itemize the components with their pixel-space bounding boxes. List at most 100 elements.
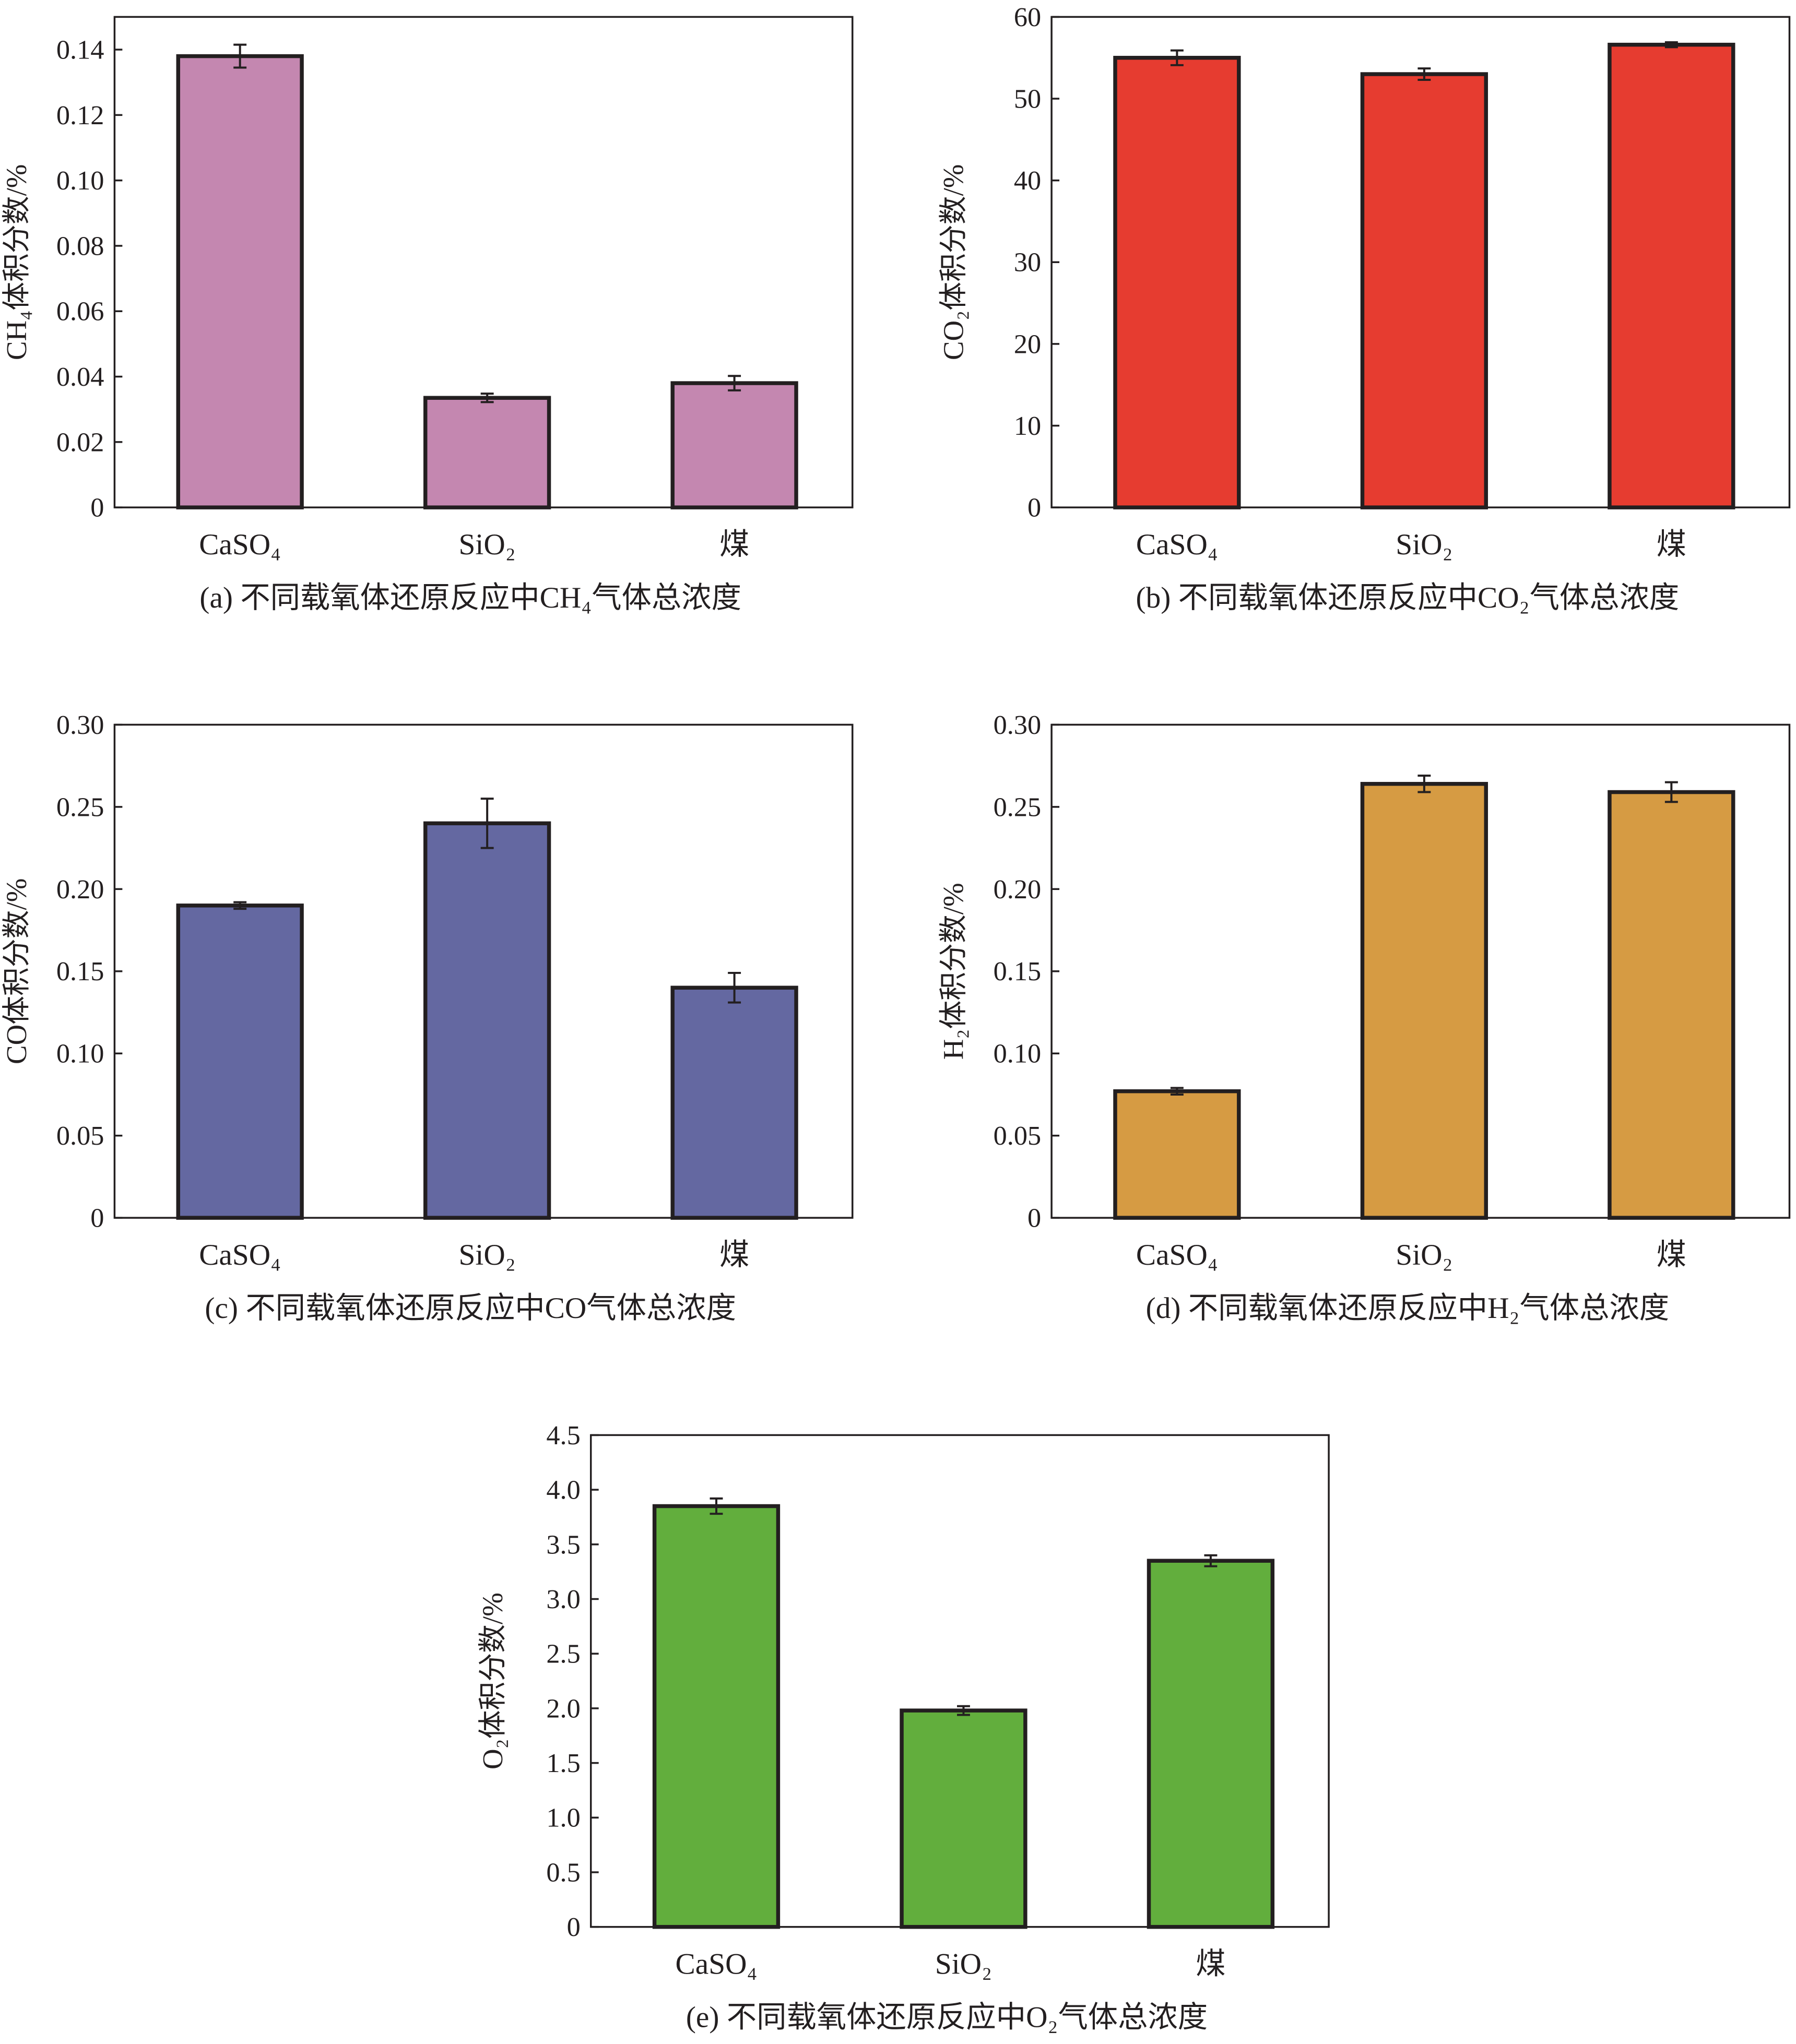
y-tick-label: 0.02: [56, 427, 104, 457]
chart-panel-b: 0 10 20 30 40 50 60 CaSO₄ SiO₂ 煤 CO₂体积分数/% (b) 不同载氧…: [938, 2, 1791, 614]
y-tick-label: 0.5: [546, 1857, 580, 1887]
y-axis-label: CO₂体积分数/%: [938, 164, 970, 360]
y-tick-label: 20: [1014, 329, 1041, 359]
error-bar-0: [233, 43, 247, 69]
x-tick-label: CaSO₄: [199, 1239, 281, 1271]
x-tick-label: 煤: [1657, 1239, 1686, 1271]
x-tick-label: CaSO₄: [199, 528, 281, 561]
x-tick-label: 煤: [1657, 528, 1686, 561]
error-bar-1: [480, 798, 494, 849]
panel-caption: (e) 不同载氧体还原反应中O₂气体总浓度: [686, 2001, 1208, 2034]
y-tick-label: 0.05: [56, 1121, 104, 1151]
y-tick-label: 60: [1014, 2, 1041, 32]
y-tick-label: 0.30: [994, 710, 1042, 740]
plot-frame: [589, 1434, 1330, 1928]
panel-caption: (b) 不同载氧体还原反应中CO₂气体总浓度: [1136, 581, 1680, 614]
x-tick-label: CaSO₄: [1136, 1239, 1218, 1271]
y-tick-label: 0.14: [56, 35, 104, 65]
y-axis-label: O₂体积分数/%: [477, 1593, 509, 1769]
y-tick-label: 3.0: [546, 1584, 580, 1614]
bar-0: [176, 904, 304, 1220]
x-tick-label: SiO₂: [459, 528, 516, 561]
error-bar-0: [1170, 49, 1184, 66]
error-bar-2: [728, 375, 741, 391]
x-tick-label: 煤: [719, 528, 749, 561]
y-tick-label: 0: [90, 493, 104, 523]
x-tick-label: SiO₂: [459, 1239, 516, 1271]
bar-2: [1608, 42, 1735, 509]
panel-caption: (d) 不同载氧体还原反应中H₂气体总浓度: [1146, 1292, 1670, 1325]
error-bar-2: [1664, 781, 1678, 803]
y-tick-label: 2.0: [546, 1693, 580, 1724]
x-tick-label: CaSO₄: [1136, 528, 1218, 561]
bar-2: [1147, 1559, 1275, 1929]
y-tick-label: 0.05: [994, 1121, 1042, 1151]
y-axis-label: CH₄体积分数/%: [1, 164, 32, 361]
y-tick-label: 0.06: [56, 296, 104, 327]
y-tick-label: 30: [1014, 247, 1041, 278]
y-tick-label: 0.30: [56, 710, 104, 740]
y-tick-label: 0.10: [994, 1039, 1042, 1069]
y-tick-label: 0.25: [994, 792, 1042, 822]
y-tick-label: 0: [90, 1203, 104, 1233]
chart-panel-a: 0 0.02 0.04 0.06 0.08 0.10 0.12 0.14 CaSO₄ SiO₂ 煤 C…: [1, 16, 854, 614]
y-tick-label: 0.15: [56, 956, 104, 987]
error-bar-0: [1170, 1087, 1184, 1096]
error-bar-0: [710, 1497, 723, 1515]
y-axis-label: CO体积分数/%: [1, 878, 32, 1064]
bar-2: [670, 985, 798, 1220]
error-bar-1: [1417, 67, 1431, 81]
bar-2: [1608, 790, 1735, 1220]
bar-0: [1113, 55, 1241, 509]
y-tick-label: 0.15: [994, 956, 1042, 987]
y-tick-label: 0.20: [994, 874, 1042, 905]
y-tick-label: 4.0: [546, 1475, 580, 1505]
x-tick-label: SiO₂: [1396, 528, 1452, 561]
plot-frame: [113, 16, 854, 508]
y-tick-label: 4.5: [546, 1420, 580, 1451]
chart-panel-c: 0 0.05 0.10 0.15 0.20 0.25 0.30 CaSO₄ SiO₂ 煤 CO体积分…: [1, 710, 854, 1325]
x-tick-label: 煤: [719, 1239, 749, 1271]
y-tick-label: 0.25: [56, 792, 104, 822]
y-tick-label: 0.12: [56, 100, 104, 130]
bar-1: [1360, 72, 1488, 509]
y-tick-label: 0.10: [56, 165, 104, 196]
bar-0: [1113, 1089, 1241, 1220]
y-tick-label: 0.04: [56, 362, 104, 392]
bar-1: [900, 1708, 1027, 1929]
bar-1: [423, 396, 551, 509]
chart-panel-e: 0 0.5 1.0 1.5 2.0 2.5 3.0 3.5 4.0 4.5 CaSO₄ SiO₂ 煤 O₂…: [477, 1420, 1330, 2034]
error-bar-2: [728, 971, 741, 1004]
error-bar-0: [233, 901, 247, 910]
bar-1: [1360, 782, 1488, 1220]
x-tick-label: 煤: [1196, 1947, 1225, 1980]
y-tick-label: 1.0: [546, 1803, 580, 1833]
y-tick-label: 0.08: [56, 231, 104, 261]
bar-1: [423, 821, 551, 1220]
y-tick-label: 1.5: [546, 1748, 580, 1778]
chart-panel-d: 0 0.05 0.10 0.15 0.20 0.25 0.30 CaSO₄ SiO₂ 煤 H₂体积分…: [938, 710, 1791, 1325]
y-axis-label: H₂体积分数/%: [938, 883, 970, 1060]
y-tick-label: 0.10: [56, 1039, 104, 1069]
y-tick-label: 40: [1014, 165, 1041, 196]
x-tick-label: SiO₂: [935, 1947, 992, 1980]
y-tick-label: 2.5: [546, 1639, 580, 1669]
error-bar-1: [1417, 775, 1431, 793]
error-bar-2: [1664, 41, 1678, 49]
panel-caption: (c) 不同载氧体还原反应中CO气体总浓度: [205, 1292, 736, 1325]
error-bar-2: [1204, 1554, 1218, 1567]
y-tick-label: 0: [1027, 493, 1041, 523]
y-tick-label: 0: [1027, 1203, 1041, 1233]
y-tick-label: 50: [1014, 84, 1041, 114]
y-tick-label: 0.20: [56, 874, 104, 905]
x-tick-label: SiO₂: [1396, 1239, 1452, 1271]
error-bar-1: [957, 1705, 970, 1716]
bar-0: [176, 54, 304, 509]
x-tick-label: CaSO₄: [676, 1947, 758, 1980]
y-tick-label: 3.5: [546, 1529, 580, 1560]
bar-0: [652, 1504, 781, 1929]
panel-caption: (a) 不同载氧体还原反应中CH₄气体总浓度: [199, 581, 741, 614]
error-bar-1: [480, 393, 494, 403]
y-tick-label: 10: [1014, 411, 1041, 441]
